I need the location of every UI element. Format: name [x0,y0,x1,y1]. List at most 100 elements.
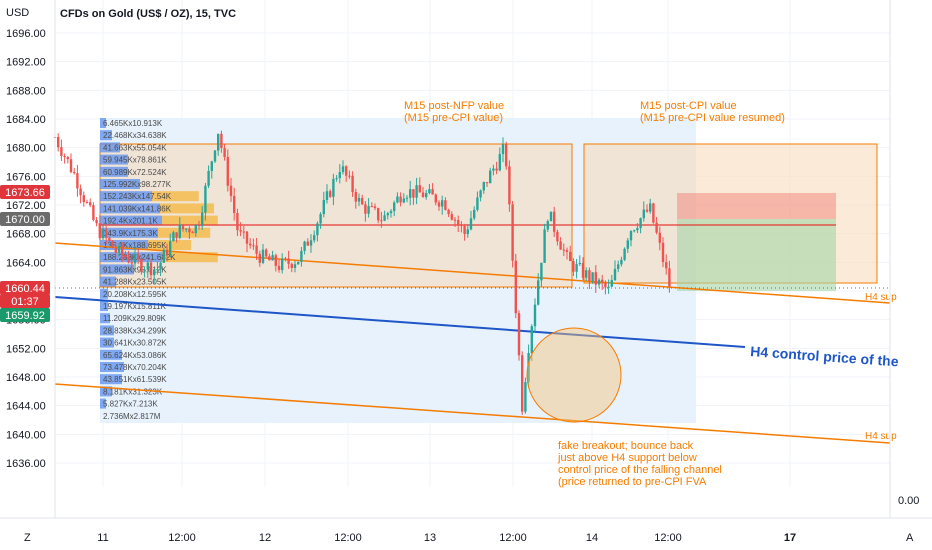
candle-body [575,264,578,272]
auto-scale-right-button[interactable]: A [906,532,914,544]
h4-support-label-top: H4 sup [865,292,897,303]
price-tick-label: 1680.00 [6,143,46,155]
price-badge-label: 1670.00 [5,214,45,226]
candle-body [527,352,530,383]
candle-body [610,280,613,287]
candle-body [517,313,521,356]
price-tick-label: 1672.00 [6,200,46,212]
candle-body [197,224,201,227]
candle-body [463,226,466,234]
candle-body [562,249,565,251]
candle-body [645,209,649,212]
volume-profile-bar [100,398,106,409]
candle-body [223,148,226,158]
cpi-label-1: M15 post-CPI value [640,100,737,112]
time-axis[interactable]: 11 12:00 12 12:00 13 12:00 14 12:00 17 [97,532,796,544]
candle-body [549,211,553,222]
candle-body [460,224,463,227]
volume-profile-label: 152.243Kx147.54K [103,192,172,201]
volume-profile-label: 188.283Kx241.682K [103,253,176,262]
candle-body [130,262,133,264]
candle-body [76,173,79,189]
volume-profile-label: 41.663Kx55.054K [103,143,167,152]
candle-body [642,209,645,219]
time-tick-label: 17 [784,532,796,544]
candle-body [313,235,316,241]
candle-body [210,161,213,171]
auto-scale-left-button[interactable]: Z [24,532,31,544]
nfp-label-1: M15 post-NFP value [404,100,504,112]
candle-body [79,188,82,196]
candle-body [236,213,239,231]
candle-body [367,206,370,214]
candle-body [597,279,601,285]
h4-control-price-line[interactable] [54,296,746,348]
candle-body [396,196,399,203]
candle-body [204,185,207,213]
candle-body [594,272,597,285]
candle-body [271,255,274,261]
candle-body [281,258,284,271]
candle-body [431,189,434,195]
candle-body [159,262,162,270]
volume-profile-bar [100,191,152,202]
volume-profile-bar [100,349,122,360]
candle-body [335,178,338,180]
candle-body [322,199,325,215]
candle-body [114,248,117,253]
breakout-note-4: (price returned to pre-CPI FVA [558,476,707,488]
candle-body [242,231,245,233]
candle-body [300,250,303,262]
candle-body [412,189,415,198]
price-tick-label: 1644.00 [6,401,46,413]
price-badge [0,281,50,295]
volume-profile-label: 43.851Kx61.539K [103,375,167,384]
candle-body [357,198,361,202]
candle-body [508,166,511,205]
volume-profile-bar [100,118,106,128]
candle-body [444,200,447,210]
candle-body [149,262,153,276]
candle-body [514,260,517,314]
volume-profile-bar [100,166,128,177]
candle-body [60,147,63,156]
volume-profile-label: 192.4Kx201.1K [103,217,158,226]
price-badge [0,212,50,226]
candle-body [450,214,453,220]
price-badge [0,185,50,199]
price-tick-label: 1636.00 [6,458,46,470]
volume-profile-bar [100,362,124,372]
candle-body [364,204,367,214]
candle-body [425,193,428,198]
volume-profile-bar [100,252,162,263]
candlestick-series[interactable] [53,130,671,415]
candle-body [140,259,143,272]
volume-profile-bar [100,301,108,311]
volume-profile-bar [100,215,162,226]
symbol-title[interactable]: CFDs on Gold (US$ / OZ), 15, TVC [60,8,236,20]
candle-body [63,155,66,157]
volume-profile-label: 2.736Mx2.817M [103,412,161,421]
candle-body [66,156,69,160]
volume-profile-bar [100,130,112,141]
candle-body [165,249,169,256]
time-tick-label: 12:00 [168,532,196,544]
candle-body [319,214,322,224]
candle-body [309,240,313,246]
candle-body [405,197,409,199]
candle-body [421,192,425,198]
candle-body [303,241,306,251]
candle-body [229,185,233,197]
candle-body [156,269,159,271]
candle-body [127,257,130,263]
h4-support-line-lower[interactable] [54,383,891,444]
candle-body [447,209,450,215]
candle-body [258,253,261,263]
candle-body [146,262,149,270]
candle-body [373,206,377,209]
candle-body [370,206,373,208]
candle-body [108,237,111,241]
h4-support-line-upper[interactable] [54,242,891,304]
